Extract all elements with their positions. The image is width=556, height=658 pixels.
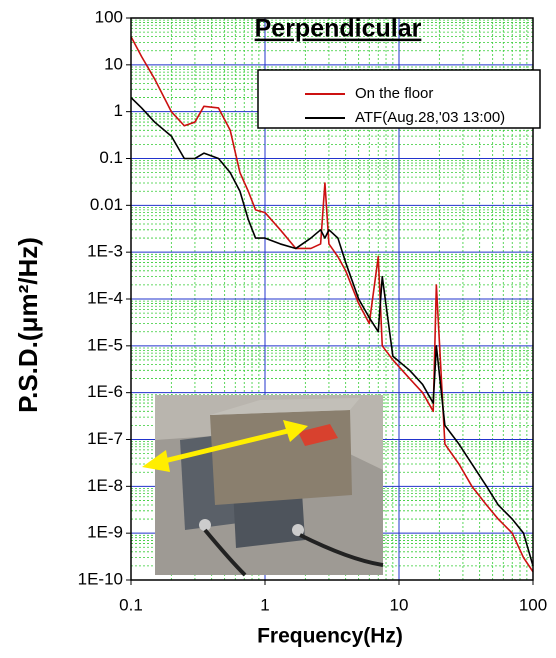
- y-tick-label: 1E-7: [87, 429, 123, 448]
- x-tick-label: 1: [260, 595, 269, 614]
- y-axis-label: P.S.D.(μm²/Hz): [13, 237, 43, 413]
- y-tick-label: 1E-6: [87, 382, 123, 401]
- x-axis-label: Frequency(Hz): [257, 625, 403, 648]
- y-tick-label: 1E-8: [87, 476, 123, 495]
- legend-label: On the floor: [355, 85, 433, 102]
- series-line: [130, 36, 534, 573]
- photo-block-top: [210, 398, 360, 415]
- y-tick-label: 0.01: [90, 195, 123, 214]
- photo-cable: [203, 528, 247, 577]
- plot-lines: [130, 36, 534, 573]
- arrow-shaft: [159, 427, 293, 465]
- y-tick-label: 10: [104, 54, 123, 73]
- y-tick-label: 1E-10: [78, 569, 123, 588]
- x-tick-label: 0.1: [119, 595, 143, 614]
- inset-photo: [142, 395, 384, 577]
- y-tick-label: 1E-4: [87, 288, 123, 307]
- photo-connector: [292, 524, 304, 536]
- photo-cable: [299, 533, 384, 567]
- y-tick-label: 0.1: [99, 148, 123, 167]
- chart-title: Perpendicular: [255, 15, 422, 43]
- x-tick-label: 100: [519, 595, 547, 614]
- photo-handle: [298, 424, 338, 446]
- y-tick-label: 1E-3: [87, 242, 123, 261]
- legend-label: ATF(Aug.28,'03 13:00): [355, 109, 505, 126]
- photo-connector: [199, 519, 211, 531]
- x-tick-label: 10: [390, 595, 409, 614]
- arrow-head: [283, 420, 308, 442]
- arrow-head: [142, 450, 170, 472]
- y-tick-label: 1E-9: [87, 523, 123, 542]
- series-line: [130, 96, 534, 567]
- legend: On the floor ATF(Aug.28,'03 13:00): [257, 69, 541, 129]
- y-tick-label: 100: [95, 7, 123, 26]
- photo-block: [210, 410, 352, 505]
- y-tick-label: 1: [114, 101, 123, 120]
- y-tick-label: 1E-5: [87, 335, 123, 354]
